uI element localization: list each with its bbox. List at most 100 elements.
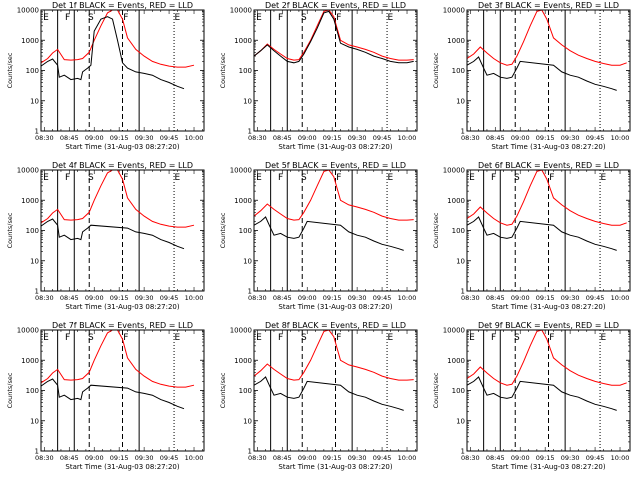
x-tick-label: 09:15: [536, 294, 555, 302]
y-tick-label: 1000: [447, 197, 465, 205]
x-tick-label: 10:00: [611, 454, 630, 462]
region-label: E: [388, 333, 394, 343]
x-tick-label: 08:30: [461, 134, 480, 142]
panel-title: Det 5f BLACK = Events, RED = LLD: [265, 161, 406, 170]
panel-title: Det 8f BLACK = Events, RED = LLD: [265, 321, 406, 330]
x-tick-label: 09:30: [135, 294, 154, 302]
region-label: F: [123, 13, 128, 23]
x-axis-label: Start Time (31-Aug-03 08:27:20): [65, 143, 179, 151]
panel-5: Det 5f BLACK = Events, RED = LLD Counts/s…: [219, 161, 418, 311]
panel-8: Det 8f BLACK = Events, RED = LLD Counts/s…: [219, 321, 418, 471]
region-label: F: [123, 333, 128, 343]
plot-frame: [253, 169, 418, 292]
y-tick-label: 1000: [234, 357, 252, 365]
series-lld: [254, 170, 414, 221]
series-events: [254, 10, 414, 64]
x-tick-label: 08:30: [35, 454, 54, 462]
panel-title: Det 2f BLACK = Events, RED = LLD: [265, 1, 406, 10]
x-tick-label: 08:45: [60, 454, 79, 462]
region-label: F: [491, 173, 496, 183]
panel-title: Det 7f BLACK = Events, RED = LLD: [52, 321, 193, 330]
x-tick-label: 09:45: [160, 294, 179, 302]
region-label: E: [256, 173, 262, 183]
y-tick-label: 1000: [21, 37, 39, 45]
x-tick-label: 10:00: [185, 454, 204, 462]
y-tick-label: 10: [30, 257, 39, 265]
x-tick-label: 09:15: [110, 454, 129, 462]
x-tick-label: 09:30: [348, 134, 367, 142]
x-tick-label: 09:00: [298, 134, 317, 142]
x-axis-label: Start Time (31-Aug-03 08:27:20): [278, 303, 392, 311]
x-tick-label: 09:00: [298, 454, 317, 462]
panel-4: Det 4f BLACK = Events, RED = LLD Counts/s…: [6, 161, 205, 311]
region-label: E: [256, 333, 262, 343]
y-tick-label: 1: [35, 128, 39, 136]
x-tick-label: 09:30: [135, 454, 154, 462]
series-lld: [254, 330, 414, 381]
plot-frame: [466, 329, 631, 452]
x-tick-label: 09:15: [536, 454, 555, 462]
x-tick-label: 08:30: [35, 134, 54, 142]
y-tick-label: 10000: [443, 327, 465, 335]
panel-7: Det 7f BLACK = Events, RED = LLD Counts/s…: [6, 321, 205, 471]
x-tick-label: 09:15: [323, 134, 342, 142]
region-label: F: [278, 173, 283, 183]
region-label: F: [123, 173, 128, 183]
x-tick-label: 09:00: [85, 454, 104, 462]
region-label: S: [514, 173, 520, 183]
y-tick-label: 10: [30, 97, 39, 105]
region-label: F: [491, 333, 496, 343]
region-label: F: [278, 333, 283, 343]
plot-frame: [253, 329, 418, 452]
x-tick-label: 09:15: [110, 294, 129, 302]
series-lld: [41, 170, 195, 228]
region-label: S: [301, 13, 307, 23]
y-tick-label: 10000: [230, 7, 252, 15]
y-tick-label: 1000: [234, 37, 252, 45]
series-events: [41, 218, 185, 250]
x-tick-label: 09:45: [586, 294, 605, 302]
y-tick-label: 10000: [230, 327, 252, 335]
series-lld: [467, 170, 627, 226]
region-label: S: [301, 173, 307, 183]
region-label: S: [514, 333, 520, 343]
region-label: E: [43, 13, 49, 23]
x-tick-label: 09:15: [536, 134, 555, 142]
series-lld: [41, 330, 195, 388]
y-tick-label: 10000: [443, 7, 465, 15]
region-label: F: [65, 173, 70, 183]
y-tick-label: 10: [243, 257, 252, 265]
plot-frame: [40, 9, 205, 132]
series-events: [41, 378, 185, 410]
series-lld: [467, 330, 627, 386]
y-axis-label: Counts/sec: [219, 212, 227, 248]
x-tick-label: 09:00: [511, 454, 530, 462]
y-axis-label: Counts/sec: [219, 52, 227, 88]
region-label: F: [549, 333, 554, 343]
y-tick-label: 100: [452, 227, 465, 235]
y-tick-label: 10000: [17, 167, 39, 175]
x-tick-label: 10:00: [398, 454, 417, 462]
region-label: E: [601, 333, 607, 343]
x-tick-label: 09:00: [85, 134, 104, 142]
region-label: E: [43, 173, 49, 183]
plot-frame: [40, 169, 205, 292]
x-tick-label: 09:15: [110, 134, 129, 142]
y-axis-label: Counts/sec: [432, 212, 440, 248]
series-events: [467, 376, 617, 411]
y-tick-label: 10000: [230, 167, 252, 175]
x-tick-label: 09:30: [561, 294, 580, 302]
y-tick-label: 1: [35, 448, 39, 456]
x-tick-label: 09:45: [373, 134, 392, 142]
x-tick-label: 09:00: [85, 294, 104, 302]
x-tick-label: 08:30: [248, 134, 267, 142]
series-events: [254, 216, 404, 251]
region-label: F: [336, 13, 341, 23]
panel-title: Det 6f BLACK = Events, RED = LLD: [478, 161, 619, 170]
region-label: S: [88, 173, 94, 183]
y-axis-label: Counts/sec: [6, 212, 14, 248]
x-axis-label: Start Time (31-Aug-03 08:27:20): [65, 303, 179, 311]
region-label: F: [65, 13, 70, 23]
x-axis-label: Start Time (31-Aug-03 08:27:20): [491, 463, 605, 471]
y-tick-label: 1: [461, 448, 465, 456]
